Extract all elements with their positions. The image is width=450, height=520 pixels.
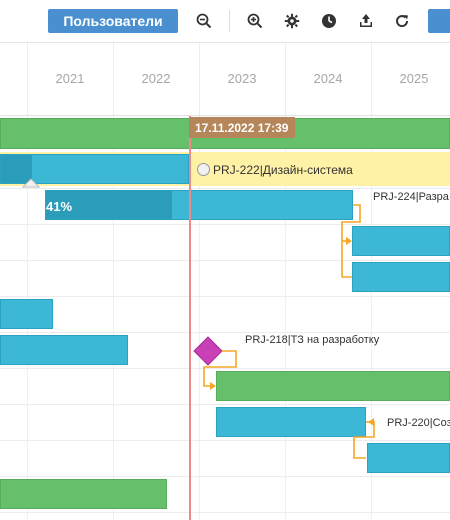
users-button[interactable]: Пользователи <box>48 9 178 33</box>
grid-row-line <box>0 512 450 513</box>
zoom-in-icon[interactable] <box>244 10 266 32</box>
grid-column-line <box>199 116 200 520</box>
task-bar[interactable] <box>352 226 450 256</box>
year-label: 2023 <box>227 71 257 86</box>
toolbar-separator <box>229 10 230 32</box>
dependency-link <box>353 421 375 459</box>
task-bar[interactable] <box>0 479 167 509</box>
clock-icon[interactable] <box>318 10 340 32</box>
year-divider <box>113 43 114 115</box>
dependency-link <box>203 350 237 387</box>
grid-column-line <box>113 116 114 520</box>
year-divider <box>199 43 200 115</box>
grid-row-line <box>0 296 450 297</box>
today-marker-label: 17.11.2022 17:39 <box>189 117 295 138</box>
task-label: PRJ-218|ТЗ на разработку <box>245 334 380 346</box>
link-arrow-icon <box>346 237 352 245</box>
task-label: PRJ-220|Соз <box>387 417 450 429</box>
grid-row-line <box>0 224 450 225</box>
progress-percent: 41% <box>46 199 73 214</box>
gantt-grid <box>0 116 450 520</box>
bar-progress <box>1 155 32 183</box>
task-220-bar[interactable] <box>216 407 366 437</box>
grid-row-line <box>0 188 450 189</box>
dependency-link <box>341 204 361 278</box>
year-label: 2021 <box>55 71 85 86</box>
gear-icon[interactable] <box>281 10 303 32</box>
task-label: PRJ-222|Дизайн-система <box>213 163 353 177</box>
year-divider <box>285 43 286 115</box>
expand-circle-icon[interactable] <box>197 163 210 176</box>
upload-icon[interactable] <box>355 10 377 32</box>
grid-column-line <box>371 116 372 520</box>
task-label: PRJ-224|Разра <box>373 191 449 203</box>
grid-row-line <box>0 476 450 477</box>
grid-row-line <box>0 404 450 405</box>
year-label: 2025 <box>399 71 429 86</box>
task-bar[interactable] <box>216 371 450 401</box>
link-arrow-icon <box>368 418 374 426</box>
toolbar-extra-button[interactable] <box>428 9 450 33</box>
refresh-icon[interactable] <box>391 10 413 32</box>
year-label: 2022 <box>141 71 171 86</box>
grid-column-line <box>285 116 286 520</box>
year-label: 2024 <box>313 71 343 86</box>
summary-marker-icon <box>22 178 40 188</box>
link-arrow-icon <box>210 382 216 390</box>
bar-progress <box>46 191 172 219</box>
task-224-bar[interactable]: 41% <box>45 190 353 220</box>
grid-row-line <box>0 332 450 333</box>
milestone-diamond[interactable] <box>193 336 223 366</box>
grid-row-line <box>0 368 450 369</box>
grid-row-line <box>0 440 450 441</box>
task-bar[interactable] <box>0 299 53 329</box>
year-divider <box>371 43 372 115</box>
task-bar[interactable] <box>0 335 128 365</box>
grid-row-line <box>0 260 450 261</box>
year-divider <box>27 43 28 115</box>
timeline-scale: 2021 2022 2023 2024 2025 <box>0 43 450 116</box>
task-bar[interactable] <box>367 443 450 473</box>
zoom-out-icon[interactable] <box>193 10 215 32</box>
today-line <box>189 116 191 520</box>
toolbar: Пользователи <box>0 0 450 43</box>
